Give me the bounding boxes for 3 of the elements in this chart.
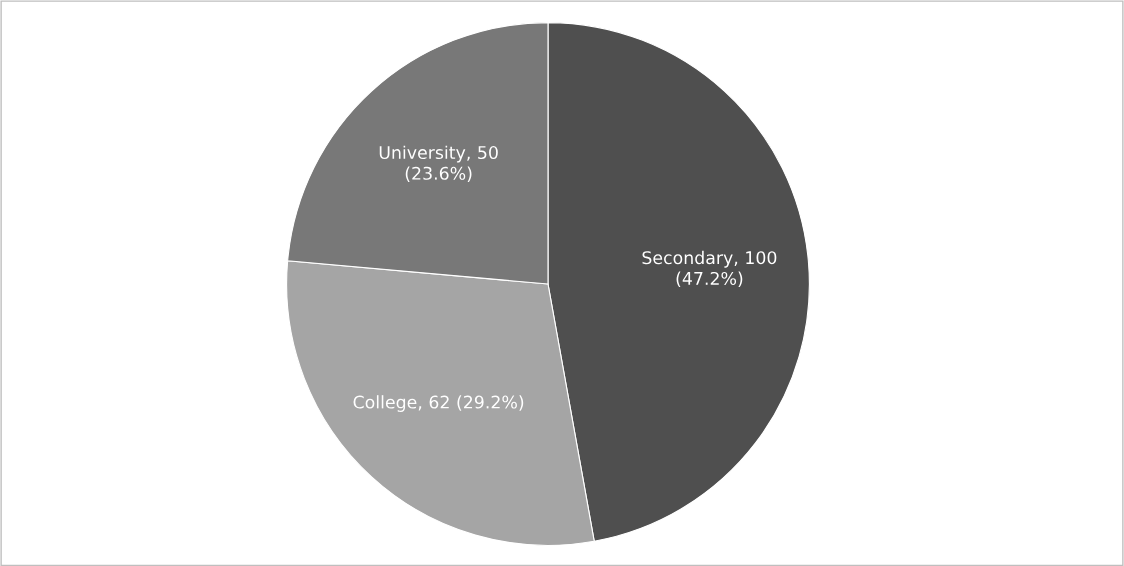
slice-label: College, 62 (29.2%)	[353, 395, 524, 412]
slice-label: Secondary, 100 (47.2%)	[642, 250, 777, 288]
slice-label: University, 50 (23.6%)	[379, 145, 498, 182]
